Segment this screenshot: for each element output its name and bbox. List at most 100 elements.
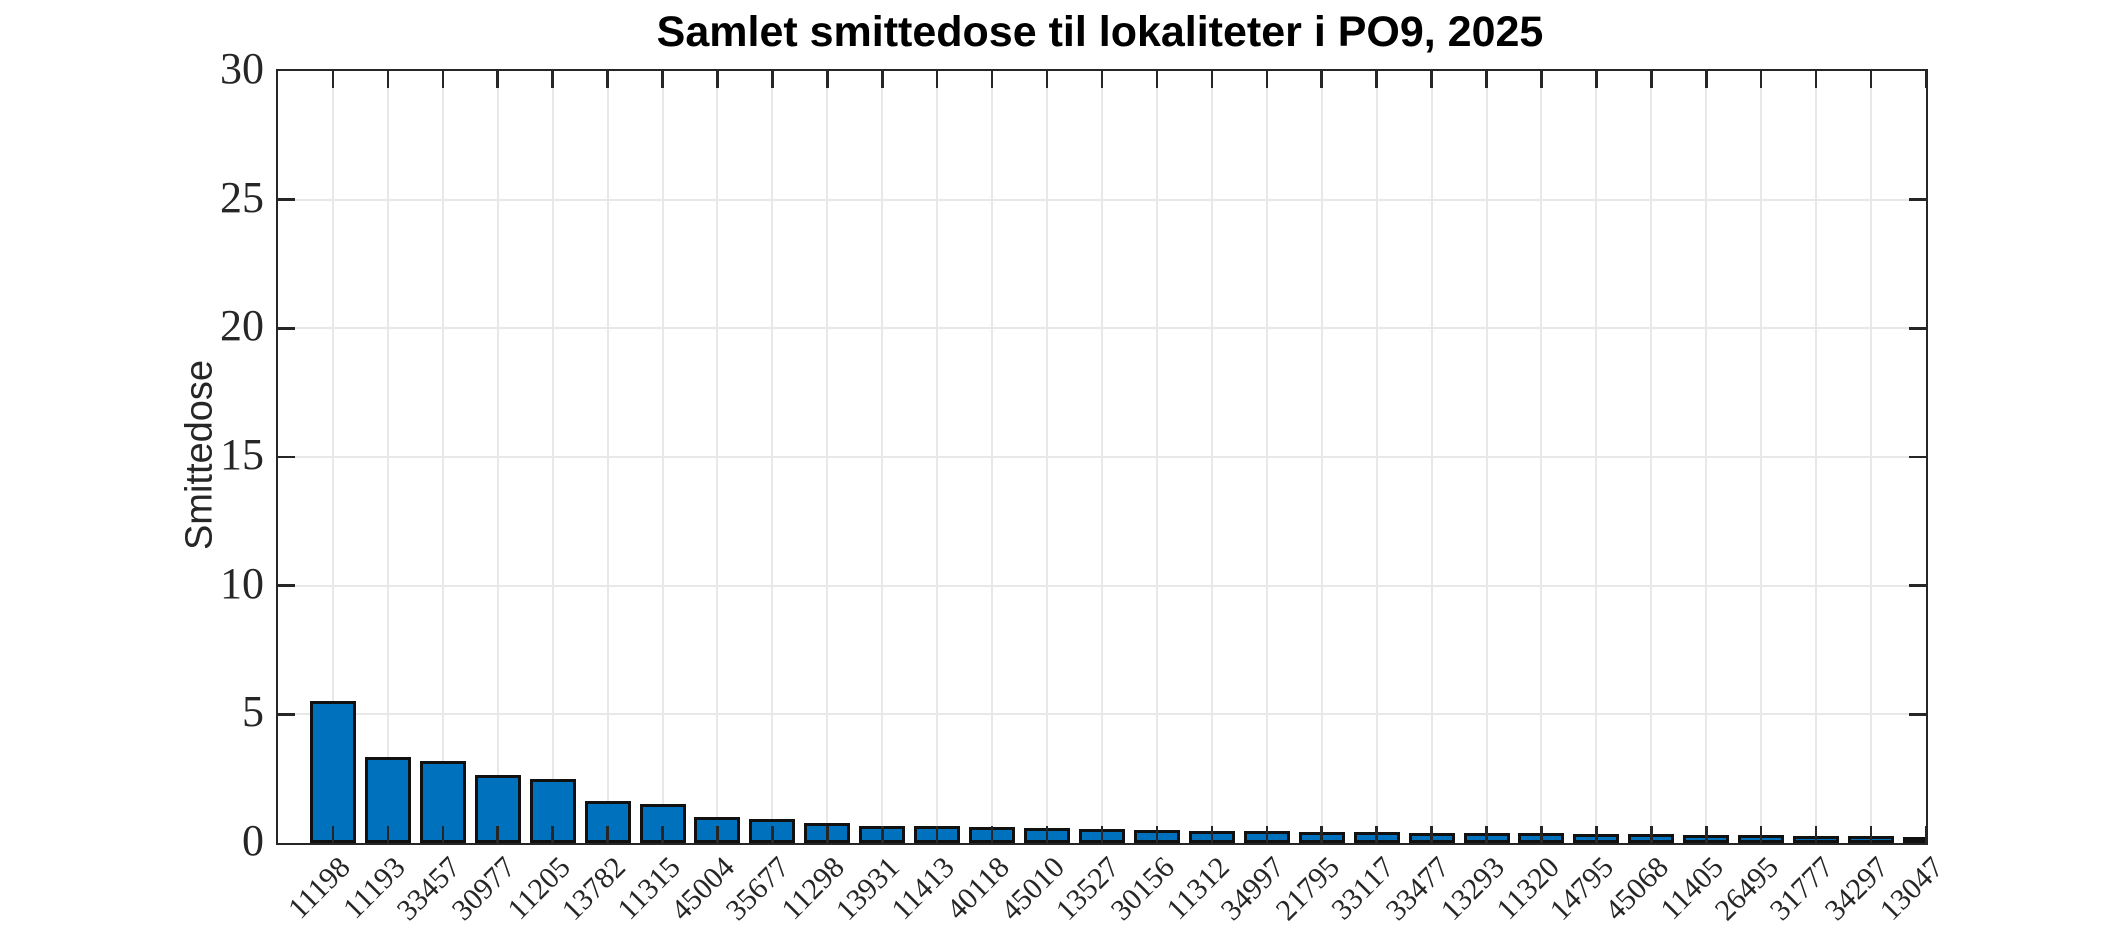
x-gridline: [826, 71, 829, 843]
x-gridline: [1046, 71, 1049, 843]
x-tick-mark: [1540, 71, 1543, 88]
x-tick-mark: [386, 826, 390, 843]
x-tick-mark: [716, 71, 719, 88]
bar-13047: [1903, 837, 1926, 843]
x-gridline: [1650, 71, 1653, 843]
x-tick-mark: [1540, 826, 1543, 843]
x-tick-label: 35677: [719, 850, 797, 927]
x-gridline: [881, 71, 884, 843]
x-tick-mark: [1100, 71, 1104, 88]
x-tick-label: 40118: [940, 850, 1017, 927]
x-tick-mark: [551, 826, 554, 843]
x-tick-mark: [1924, 826, 1926, 843]
x-tick-mark: [1869, 826, 1873, 843]
x-gridline: [1265, 71, 1268, 843]
x-tick-mark: [1210, 826, 1214, 843]
x-tick-label: 31777: [1763, 850, 1841, 927]
x-tick-mark: [990, 826, 994, 843]
x-tick-mark: [1375, 826, 1378, 843]
x-tick-label: 13047: [1873, 850, 1950, 927]
x-gridline: [1155, 71, 1158, 843]
x-gridline: [1705, 71, 1708, 843]
x-tick-mark: [1814, 826, 1818, 843]
x-gridline: [1595, 71, 1598, 843]
y-tick-mark: [1909, 455, 1926, 459]
x-tick-label: 33477: [1379, 850, 1456, 927]
x-tick-label: 11312: [1160, 850, 1236, 927]
x-tick-mark: [441, 71, 445, 88]
x-tick-label: 13782: [555, 850, 632, 927]
x-gridline: [331, 71, 334, 843]
x-tick-label: 33457: [390, 850, 467, 927]
x-tick-mark: [1265, 71, 1269, 88]
x-tick-label: 13931: [829, 850, 907, 927]
x-tick-label: 14795: [1543, 850, 1621, 927]
x-gridline: [991, 71, 994, 843]
x-tick-mark: [771, 826, 774, 843]
y-tick-mark: [1909, 198, 1926, 201]
x-gridline: [1815, 71, 1818, 843]
y-tick-mark: [1909, 584, 1926, 587]
x-tick-label: 26495: [1708, 850, 1786, 927]
x-tick-mark: [386, 71, 390, 88]
y-tick-mark: [278, 713, 295, 716]
x-gridline: [716, 71, 719, 843]
x-gridline: [1210, 71, 1213, 843]
x-tick-mark: [1595, 826, 1598, 843]
x-gridline: [1101, 71, 1103, 843]
y-tick-label: 25: [220, 172, 264, 222]
x-tick-mark: [990, 71, 994, 88]
x-tick-mark: [935, 826, 939, 843]
x-tick-label: 21795: [1269, 850, 1346, 927]
y-tick-mark: [1909, 713, 1926, 716]
x-tick-mark: [826, 71, 829, 88]
y-tick-mark: [278, 455, 295, 459]
x-gridline: [936, 71, 939, 843]
x-tick-mark: [1045, 826, 1049, 843]
x-tick-mark: [1814, 71, 1818, 88]
x-tick-mark: [1210, 71, 1214, 88]
x-tick-mark: [1924, 71, 1926, 88]
x-tick-mark: [1430, 71, 1433, 88]
x-tick-label: 13293: [1434, 850, 1511, 927]
x-tick-mark: [1320, 71, 1323, 88]
y-tick-mark: [278, 198, 295, 201]
x-gridline: [1540, 71, 1543, 843]
x-tick-label: 45010: [994, 850, 1071, 927]
x-gridline: [1320, 71, 1323, 843]
x-tick-mark: [881, 71, 884, 88]
x-gridline: [551, 71, 554, 843]
chart-title: Samlet smittedose til lokaliteter i PO9,…: [656, 8, 1544, 56]
x-tick-mark: [496, 826, 499, 843]
x-tick-mark: [606, 826, 609, 843]
x-tick-label: 45004: [665, 850, 742, 927]
plot-area: [276, 69, 1928, 845]
y-tick-label: 5: [242, 687, 264, 737]
x-tick-mark: [441, 826, 445, 843]
x-tick-mark: [1155, 826, 1159, 843]
x-tick-mark: [881, 826, 884, 843]
x-tick-mark: [661, 71, 664, 88]
x-tick-label: 33117: [1325, 850, 1401, 927]
x-tick-mark: [1759, 71, 1763, 88]
x-tick-label: 11205: [501, 850, 577, 927]
y-tick-label: 0: [242, 816, 264, 865]
x-tick-label: 34297: [1818, 850, 1895, 927]
x-tick-mark: [1705, 71, 1708, 88]
x-tick-label: 45068: [1598, 850, 1676, 927]
x-tick-mark: [661, 826, 664, 843]
x-tick-mark: [1650, 71, 1653, 88]
x-gridline: [661, 71, 664, 843]
y-tick-mark: [278, 584, 295, 587]
x-gridline: [1485, 71, 1488, 843]
x-tick-mark: [1265, 826, 1269, 843]
x-tick-label: 30977: [445, 850, 522, 927]
x-tick-mark: [551, 71, 554, 88]
x-gridline: [1375, 71, 1378, 843]
x-tick-mark: [935, 71, 939, 88]
x-tick-mark: [1869, 71, 1873, 88]
y-tick-mark: [1909, 327, 1926, 330]
x-tick-label: 11198: [282, 850, 357, 926]
y-tick-label: 15: [220, 430, 264, 479]
